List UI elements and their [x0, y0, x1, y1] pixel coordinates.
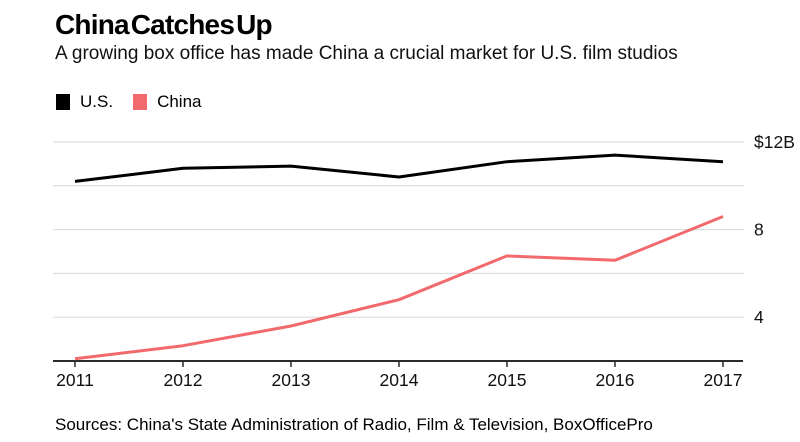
sources-note: Sources: China's State Administration of…: [55, 415, 653, 434]
y-axis-label: 4: [754, 307, 764, 327]
x-axis-label: 2013: [272, 370, 311, 390]
x-axis-label: 2012: [164, 370, 203, 390]
legend-label-china: China: [157, 92, 202, 111]
chart-subtitle: A growing box office has made China a cr…: [55, 43, 678, 64]
y-axis-label: 8: [754, 220, 764, 240]
x-axis-label: 2017: [704, 370, 743, 390]
legend-item-china: China: [133, 92, 201, 112]
china-line: [74, 215, 724, 361]
x-axis-label: 2011: [56, 370, 94, 390]
legend-swatch-us: [56, 94, 70, 110]
x-axis-label: 2015: [488, 370, 527, 390]
us-line: [74, 153, 724, 183]
legend: U.S. China: [56, 92, 221, 112]
legend-swatch-china: [133, 94, 148, 110]
y-axis-label: $12B: [754, 132, 795, 152]
x-axis-label: 2014: [380, 370, 419, 390]
legend-item-us: U.S.: [56, 92, 113, 112]
chart-title: China Catches Up: [55, 9, 273, 40]
legend-label-us: U.S.: [80, 92, 114, 111]
x-axis-label: 2016: [596, 370, 635, 390]
